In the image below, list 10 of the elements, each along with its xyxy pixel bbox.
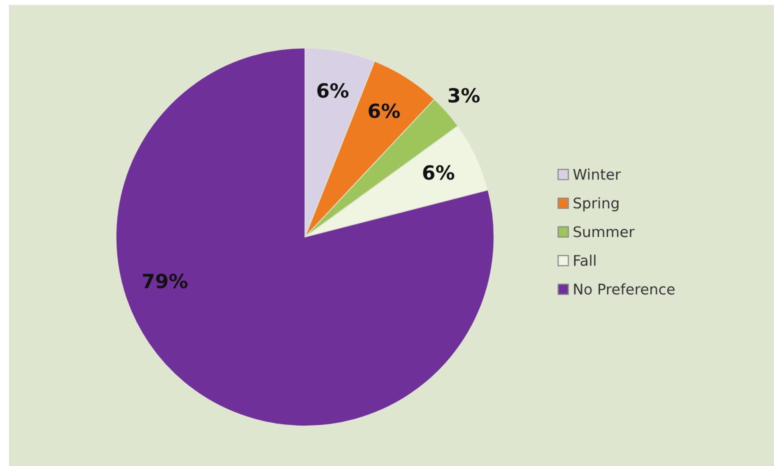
data-label: 6% (317, 83, 349, 98)
data-label: 79% (142, 274, 188, 288)
data-label: 6% (368, 103, 400, 118)
legend-label: Spring (574, 197, 618, 212)
legend-label: Summer (574, 226, 635, 238)
legend-label: Fall (574, 254, 596, 266)
data-label: 6% (423, 165, 454, 180)
legend-label: Winter (573, 168, 621, 180)
data-label: 3% (448, 88, 480, 103)
legend-label: No Preference (574, 283, 675, 295)
